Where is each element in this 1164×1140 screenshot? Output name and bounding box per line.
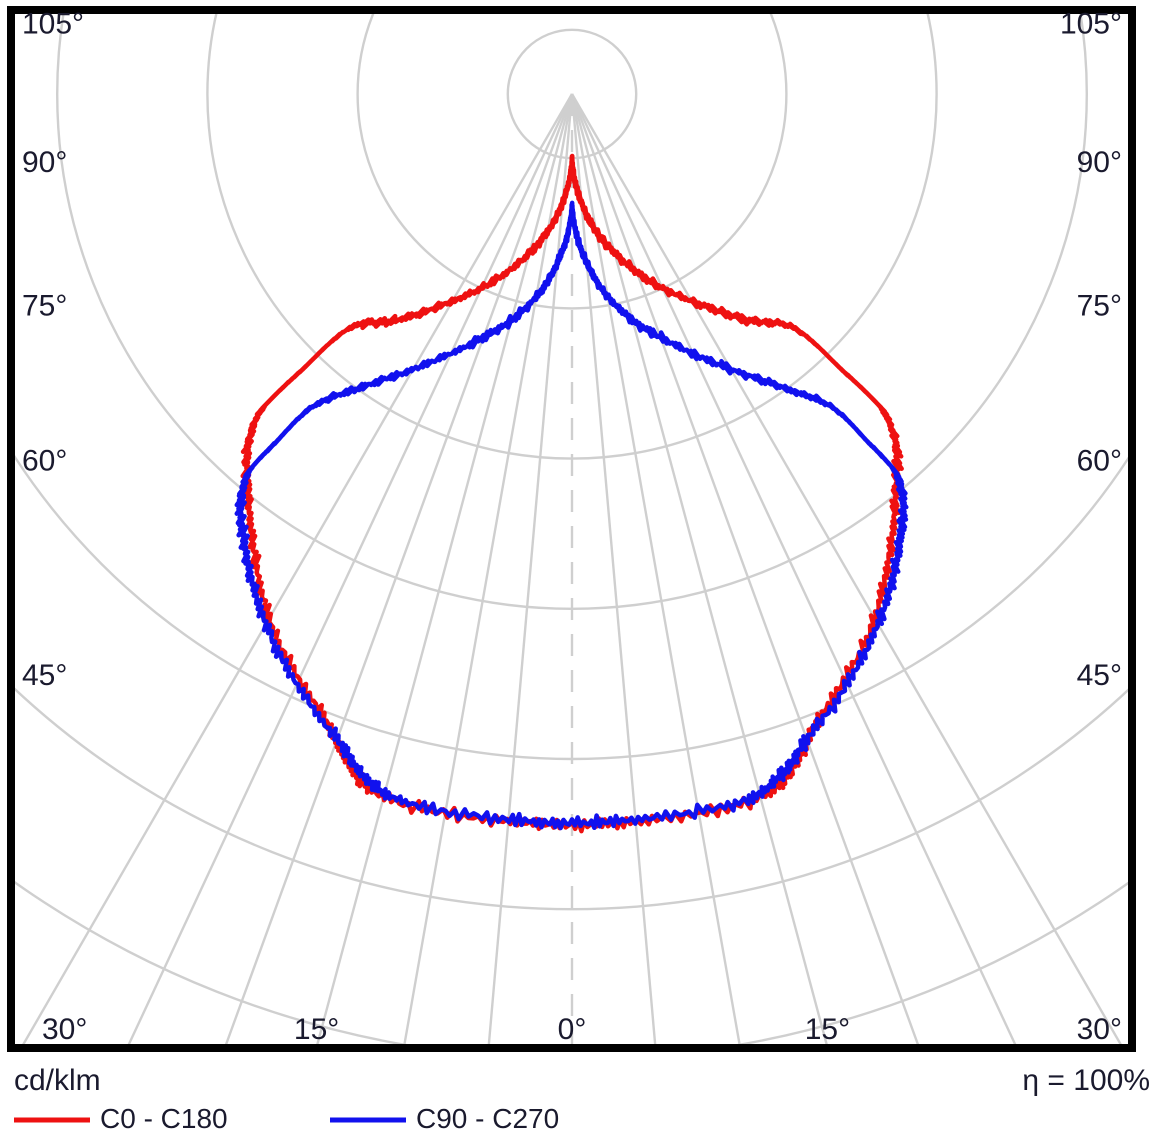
svg-text:60°: 60° bbox=[1077, 445, 1122, 478]
svg-text:75°: 75° bbox=[22, 289, 67, 322]
svg-text:45°: 45° bbox=[22, 659, 67, 692]
svg-text:75°: 75° bbox=[1077, 289, 1122, 322]
svg-text:15°: 15° bbox=[294, 1013, 339, 1046]
svg-text:cd/klm: cd/klm bbox=[14, 1064, 101, 1097]
svg-text:30°: 30° bbox=[1077, 1013, 1122, 1046]
svg-text:C90 - C270: C90 - C270 bbox=[416, 1103, 559, 1134]
svg-text:0°: 0° bbox=[558, 1013, 587, 1046]
svg-text:90°: 90° bbox=[1077, 146, 1122, 179]
svg-text:60°: 60° bbox=[22, 445, 67, 478]
svg-text:45°: 45° bbox=[1077, 659, 1122, 692]
svg-text:105°: 105° bbox=[1060, 8, 1122, 41]
svg-text:105°: 105° bbox=[22, 8, 84, 41]
svg-text:30°: 30° bbox=[42, 1013, 87, 1046]
svg-text:η = 100%: η = 100% bbox=[1022, 1064, 1150, 1097]
svg-text:C0 - C180: C0 - C180 bbox=[100, 1103, 228, 1134]
svg-text:90°: 90° bbox=[22, 146, 67, 179]
svg-text:15°: 15° bbox=[805, 1013, 850, 1046]
